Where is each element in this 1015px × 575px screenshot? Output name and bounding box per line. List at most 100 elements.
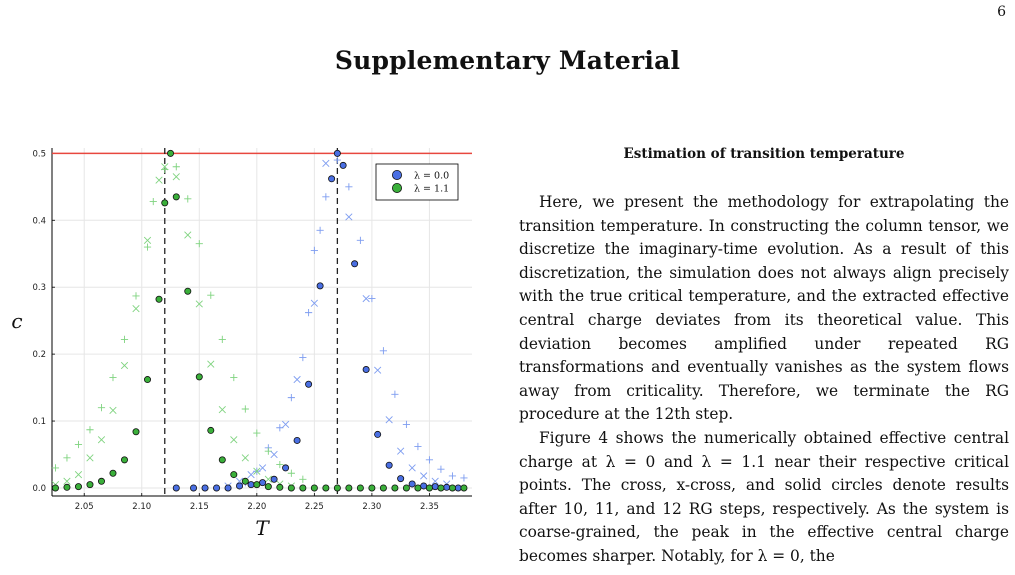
data-point-x-cross: [270, 450, 278, 459]
data-point-circle: [184, 287, 192, 295]
data-point-plus: [391, 390, 399, 398]
data-point-x-cross: [264, 475, 272, 483]
data-point-plus: [299, 475, 307, 483]
data-point-circle: [310, 484, 318, 492]
data-point-plus: [172, 163, 180, 171]
figure-effective-central-charge: 2.05 2.10 2.15 2.20 2.25 2.30 2.35 0.0 0.1 0.2 0.3…: [0, 140, 485, 560]
data-point-x-cross: [281, 420, 290, 429]
y-tick-label: 0.4: [32, 216, 46, 226]
data-point-circle: [282, 464, 290, 472]
data-point-circle: [247, 481, 255, 489]
data-point-circle: [287, 484, 295, 492]
x-tick-label: 2.10: [132, 502, 151, 512]
data-point-circle: [259, 479, 267, 487]
data-point-x-cross: [310, 299, 318, 307]
data-point-plus: [143, 243, 152, 251]
data-point-circle: [431, 483, 439, 491]
x-tick-label: 2.15: [190, 502, 209, 512]
data-point-plus: [437, 465, 445, 473]
chart-svg: 2.05 2.10 2.15 2.20 2.25 2.30 2.35 0.0 0.1 0.2 0.3…: [11, 148, 472, 540]
data-point-circle: [97, 477, 105, 485]
data-point-circle: [356, 484, 364, 492]
section-heading: Estimation of transition temperature: [623, 146, 905, 162]
data-point-circle: [345, 484, 353, 492]
data-point-x-cross: [184, 231, 192, 239]
data-point-plus: [276, 424, 284, 432]
data-point-x-cross: [207, 360, 215, 368]
data-point-circle: [328, 175, 336, 183]
data-point-circle: [437, 484, 445, 492]
data-point-circle: [195, 373, 203, 381]
data-point-circle: [397, 475, 405, 483]
data-point-x-cross: [385, 416, 393, 424]
y-tick-label: 0.2: [32, 350, 46, 360]
data-point-plus: [51, 464, 60, 472]
data-point-plus: [460, 474, 468, 482]
data-point-x-cross: [230, 436, 238, 444]
data-point-plus: [109, 373, 117, 382]
data-point-plus: [316, 226, 324, 234]
data-point-circle: [391, 484, 399, 492]
data-point-plus: [310, 246, 318, 254]
data-point-circle: [299, 484, 307, 492]
data-point-plus: [425, 456, 434, 464]
data-point-plus: [322, 193, 330, 201]
data-point-circle: [172, 484, 180, 492]
data-point-circle: [385, 461, 393, 469]
data-point-circle: [448, 484, 456, 492]
paragraph-1: Here, we present the methodology for ext…: [519, 193, 1009, 424]
data-point-circle: [333, 484, 341, 492]
data-point-plus: [333, 156, 341, 164]
data-point-plus: [345, 183, 353, 191]
data-point-plus: [241, 405, 249, 413]
data-point-x-cross: [253, 467, 261, 475]
data-point-plus: [132, 292, 140, 300]
data-point-circle: [316, 282, 324, 290]
data-point-circle: [402, 484, 410, 492]
x-tick-label: 2.20: [247, 502, 266, 512]
data-point-x-cross: [172, 173, 180, 181]
data-point-circle: [305, 380, 313, 388]
y-tick-label: 0.3: [32, 283, 46, 293]
data-point-circle: [460, 484, 468, 492]
data-point-plus: [149, 197, 157, 206]
data-point-circle: [276, 483, 284, 491]
data-point-x-cross: [161, 163, 169, 171]
data-point-plus: [414, 442, 422, 451]
data-point-circle: [351, 260, 359, 268]
data-point-plus: [305, 309, 313, 317]
x-axis-label: T: [255, 516, 270, 540]
data-point-x-cross: [431, 477, 439, 485]
data-point-x-cross: [293, 375, 301, 384]
data-point-circle: [190, 484, 198, 492]
data-point-circle: [241, 477, 249, 485]
data-point-x-cross: [397, 447, 405, 455]
data-point-x-cross: [322, 159, 330, 168]
data-point-plus: [230, 373, 238, 382]
data-point-x-cross: [420, 472, 428, 480]
x-tick-label: 2.30: [362, 502, 381, 512]
data-point-circle: [443, 483, 451, 491]
data-point-circle: [322, 484, 330, 492]
data-point-circle: [408, 480, 416, 488]
data-point-circle: [155, 295, 163, 303]
data-point-plus: [287, 394, 295, 402]
data-point-circle: [74, 483, 82, 491]
data-point-x-cross: [86, 454, 94, 462]
data-point-x-cross: [155, 176, 163, 184]
data-point-x-cross: [63, 477, 71, 485]
data-point-x-cross: [74, 470, 83, 479]
legend-marker: [391, 169, 402, 180]
data-point-plus: [264, 447, 272, 455]
data-point-x-cross: [374, 366, 382, 374]
data-point-plus: [253, 429, 261, 437]
data-point-circle: [230, 471, 238, 479]
data-point-plus: [276, 460, 284, 469]
data-point-x-cross: [195, 300, 203, 308]
data-point-x-cross: [143, 236, 152, 244]
data-point-circle: [374, 430, 382, 438]
data-point-circle: [425, 484, 433, 492]
data-point-circle: [213, 484, 221, 492]
page-number: 6: [997, 4, 1006, 20]
data-point-circle: [368, 484, 376, 492]
